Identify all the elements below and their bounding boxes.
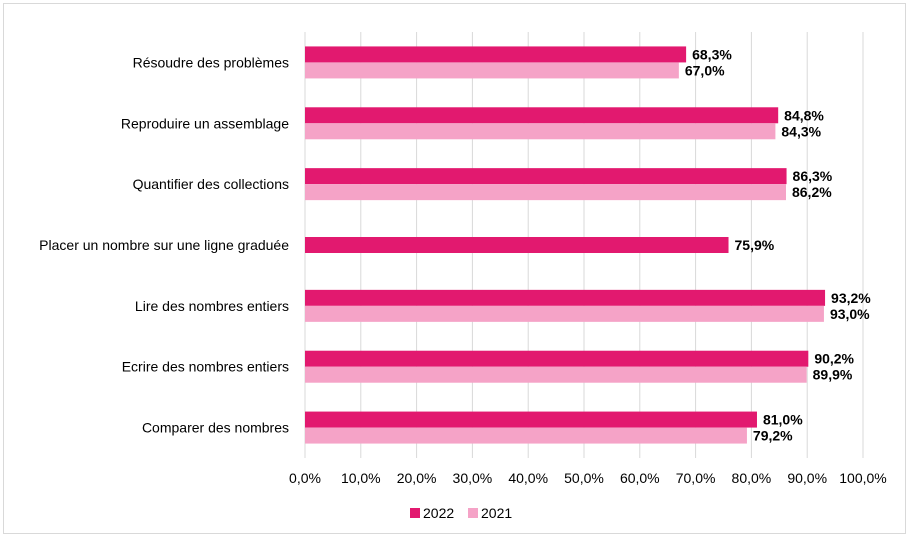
category-label: Placer un nombre sur une ligne graduée <box>39 237 289 253</box>
category-labels: Résoudre des problèmes Reproduire un asse… <box>39 54 289 435</box>
x-tick-label: 90,0% <box>787 470 827 486</box>
data-label-2021: 79,2% <box>753 428 793 444</box>
x-tick-label: 30,0% <box>453 470 493 486</box>
bar-2022 <box>305 168 787 185</box>
data-label-2021: 86,2% <box>792 184 832 200</box>
bar-2022 <box>305 411 757 428</box>
category-label: Résoudre des problèmes <box>133 54 289 70</box>
x-tick-label: 80,0% <box>732 470 772 486</box>
bar-2022 <box>305 350 809 367</box>
category-label: Comparer des nombres <box>142 420 289 436</box>
bar-2022 <box>305 107 779 124</box>
legend-label-2022[interactable]: 2022 <box>423 505 454 521</box>
bar-2022 <box>305 289 826 306</box>
data-label-2022: 75,9% <box>735 237 775 253</box>
bar-2021 <box>305 62 679 79</box>
chart-frame <box>3 3 906 534</box>
data-label-2021: 93,0% <box>830 306 870 322</box>
bar-2022 <box>305 237 729 253</box>
category-label: Ecrire des nombres entiers <box>122 359 289 375</box>
bar-2021 <box>305 427 747 444</box>
category-label: Lire des nombres entiers <box>135 298 289 314</box>
x-tick-label: 0,0% <box>289 470 321 486</box>
bar-2021 <box>305 366 807 383</box>
category-label: Quantifier des collections <box>133 176 289 192</box>
data-label-2021: 67,0% <box>685 62 725 78</box>
bar-2021 <box>305 305 824 322</box>
data-label-2022: 84,8% <box>784 107 824 123</box>
data-label-2021: 84,3% <box>781 123 821 139</box>
x-tick-label: 40,0% <box>508 470 548 486</box>
data-label-2022: 81,0% <box>763 412 803 428</box>
data-label-2022: 93,2% <box>831 290 871 306</box>
legend-label-2021[interactable]: 2021 <box>481 505 512 521</box>
data-label-2022: 86,3% <box>793 168 833 184</box>
x-tick-label: 100,0% <box>839 470 886 486</box>
legend-swatch-2022 <box>410 508 420 518</box>
bar-2021 <box>305 184 786 201</box>
legend-swatch-2021 <box>468 508 478 518</box>
data-label-2022: 90,2% <box>814 351 854 367</box>
bar-2021 <box>305 123 776 140</box>
bars <box>305 46 826 444</box>
x-tick-label: 70,0% <box>676 470 716 486</box>
data-label-2021: 89,9% <box>813 367 853 383</box>
category-label: Reproduire un assemblage <box>121 115 289 131</box>
gridlines <box>304 32 864 458</box>
legend[interactable]: 2022 2021 <box>410 505 512 521</box>
data-label-2022: 68,3% <box>692 46 732 62</box>
x-tick-label: 10,0% <box>341 470 381 486</box>
data-labels: 68,3%67,0% 84,8%84,3% 86,3%86,2% 75,9% 93,2%… <box>685 46 871 443</box>
x-tick-label: 20,0% <box>397 470 437 486</box>
x-tick-label: 50,0% <box>564 470 604 486</box>
x-axis-ticks: 0,0% 10,0% 20,0% 30,0% 40,0% 50,0% 60,0% 70,0% 8… <box>289 470 887 486</box>
bar-2022 <box>305 46 687 63</box>
x-tick-label: 60,0% <box>620 470 660 486</box>
